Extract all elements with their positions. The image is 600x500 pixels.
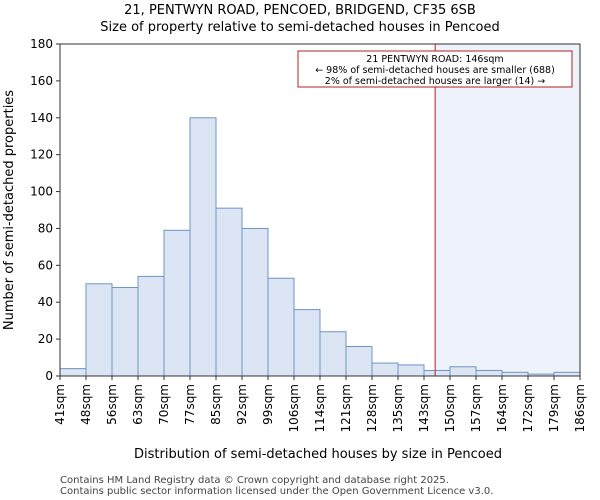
x-tick-label: 186sqm (573, 384, 587, 432)
x-tick-label: 41sqm (53, 384, 67, 425)
bar-99sqm (267, 277, 295, 377)
bar-41sqm (59, 368, 87, 377)
y-tick-label: 40 (38, 295, 53, 309)
highlight-region (435, 44, 580, 376)
x-tick-label: 48sqm (79, 384, 93, 425)
annotation-line-3: 2% of semi-detached houses are larger (1… (325, 76, 545, 87)
y-tick-label: 20 (38, 332, 53, 346)
x-tick-label: 143sqm (417, 384, 431, 432)
x-tick-label: 121sqm (339, 384, 353, 432)
x-tick-label: 179sqm (547, 384, 561, 432)
bar-164sqm (501, 371, 529, 377)
bar-114sqm (319, 331, 347, 377)
plot-background (435, 44, 580, 376)
bar-70sqm (163, 229, 191, 377)
x-tick-label: 172sqm (521, 384, 535, 432)
x-tick-label: 114sqm (313, 384, 327, 432)
bar-48sqm (85, 283, 113, 377)
y-tick-label: 0 (45, 369, 53, 383)
x-tick-label: 99sqm (261, 384, 275, 425)
annotation-frame (297, 50, 573, 88)
x-tick-label: 85sqm (209, 384, 223, 425)
x-tick-label: 157sqm (469, 384, 483, 432)
x-tick-label: 92sqm (235, 384, 249, 425)
bar-85sqm (215, 207, 243, 377)
bar-63sqm (137, 275, 165, 377)
bar-56sqm (111, 286, 139, 377)
x-tick-label: 56sqm (105, 384, 119, 425)
bar-106sqm (293, 309, 321, 377)
bar-157sqm (475, 369, 503, 377)
bar-92sqm (241, 227, 269, 377)
bar-77sqm (189, 117, 217, 377)
x-tick-label: 77sqm (183, 384, 197, 425)
annotation-line-1: 21 PENTWYN ROAD: 146sqm (366, 54, 503, 65)
x-axis-ticks: 41sqm 48sqm 56sqm 63sqm 70sqm 77sqm 85sqm 92sqm… (53, 376, 587, 432)
x-tick-label: 106sqm (287, 384, 301, 432)
y-tick-label: 60 (38, 258, 53, 272)
bar-150sqm (449, 366, 477, 377)
footer-line-1: Contains HM Land Registry data © Crown c… (60, 475, 449, 486)
chart-subtitle: Size of property relative to semi-detach… (100, 20, 500, 35)
footer-line-2: Contains public sector information licen… (60, 486, 493, 497)
bars (59, 117, 581, 377)
x-tick-label: 164sqm (495, 384, 509, 432)
y-tick-label: 180 (30, 37, 53, 51)
x-tick-label: 135sqm (391, 384, 405, 432)
y-tick-label: 100 (30, 185, 53, 199)
annotation-line-2: ← 98% of semi-detached houses are smalle… (315, 65, 555, 76)
bar-135sqm (397, 364, 425, 377)
x-axis-title: Distribution of semi-detached houses by … (134, 447, 502, 462)
y-tick-label: 140 (30, 111, 53, 125)
y-axis-ticks: 0 20 40 60 80 100 120 140 160 180 (30, 37, 60, 383)
y-tick-label: 120 (30, 148, 53, 162)
bar-121sqm (345, 345, 373, 377)
bar-143sqm (423, 369, 451, 377)
annotation-box: 21 PENTWYN ROAD: 146sqm ← 98% of semi-de… (297, 50, 573, 88)
x-tick-label: 63sqm (131, 384, 145, 425)
y-axis-title: Number of semi-detached properties (2, 90, 17, 330)
x-tick-label: 70sqm (157, 384, 171, 425)
y-tick-label: 160 (30, 74, 53, 88)
x-tick-label: 150sqm (443, 384, 457, 432)
x-tick-label: 128sqm (365, 384, 379, 432)
y-tick-label: 80 (38, 221, 53, 235)
bar-128sqm (371, 362, 399, 377)
bar-179sqm (553, 371, 581, 377)
chart-title: 21, PENTWYN ROAD, PENCOED, BRIDGEND, CF3… (124, 3, 476, 18)
